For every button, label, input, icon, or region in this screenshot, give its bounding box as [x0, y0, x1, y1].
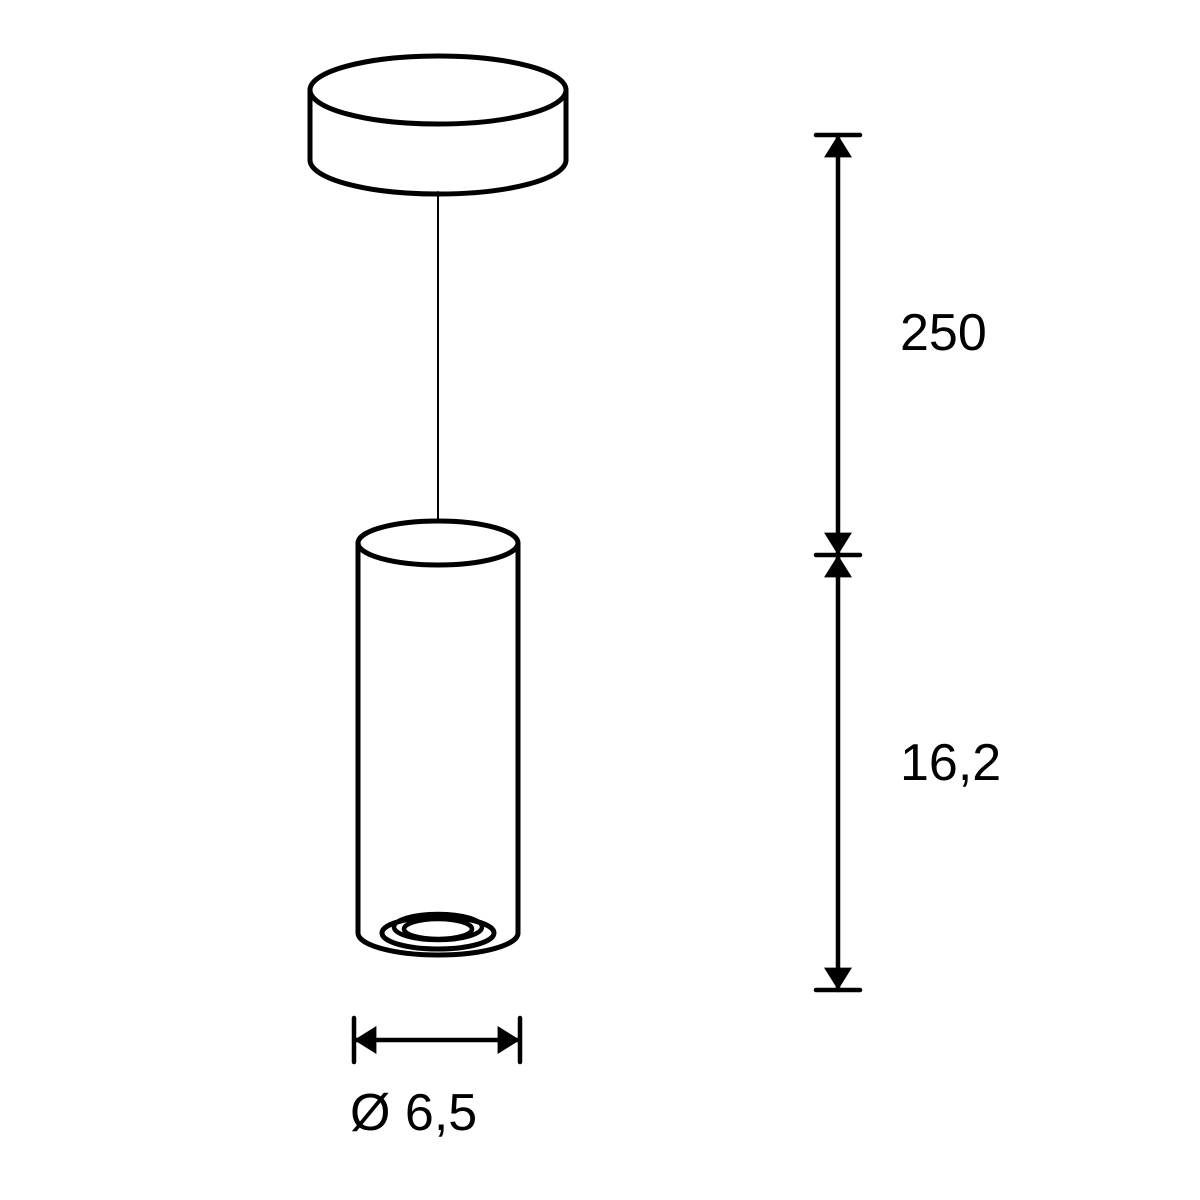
lamp-body [358, 521, 518, 955]
pendant-lamp-diagram: 250 16,2 Ø 6,5 [0, 0, 1200, 1200]
label-body-height: 16,2 [900, 734, 1001, 792]
dimension-diameter [354, 1018, 520, 1062]
dimension-body-height [816, 555, 860, 990]
label-diameter: Ø 6,5 [350, 1084, 477, 1142]
dimension-cable-drop [816, 135, 860, 555]
lens [382, 914, 494, 949]
label-cable-drop: 250 [900, 304, 987, 362]
canopy [310, 56, 566, 194]
